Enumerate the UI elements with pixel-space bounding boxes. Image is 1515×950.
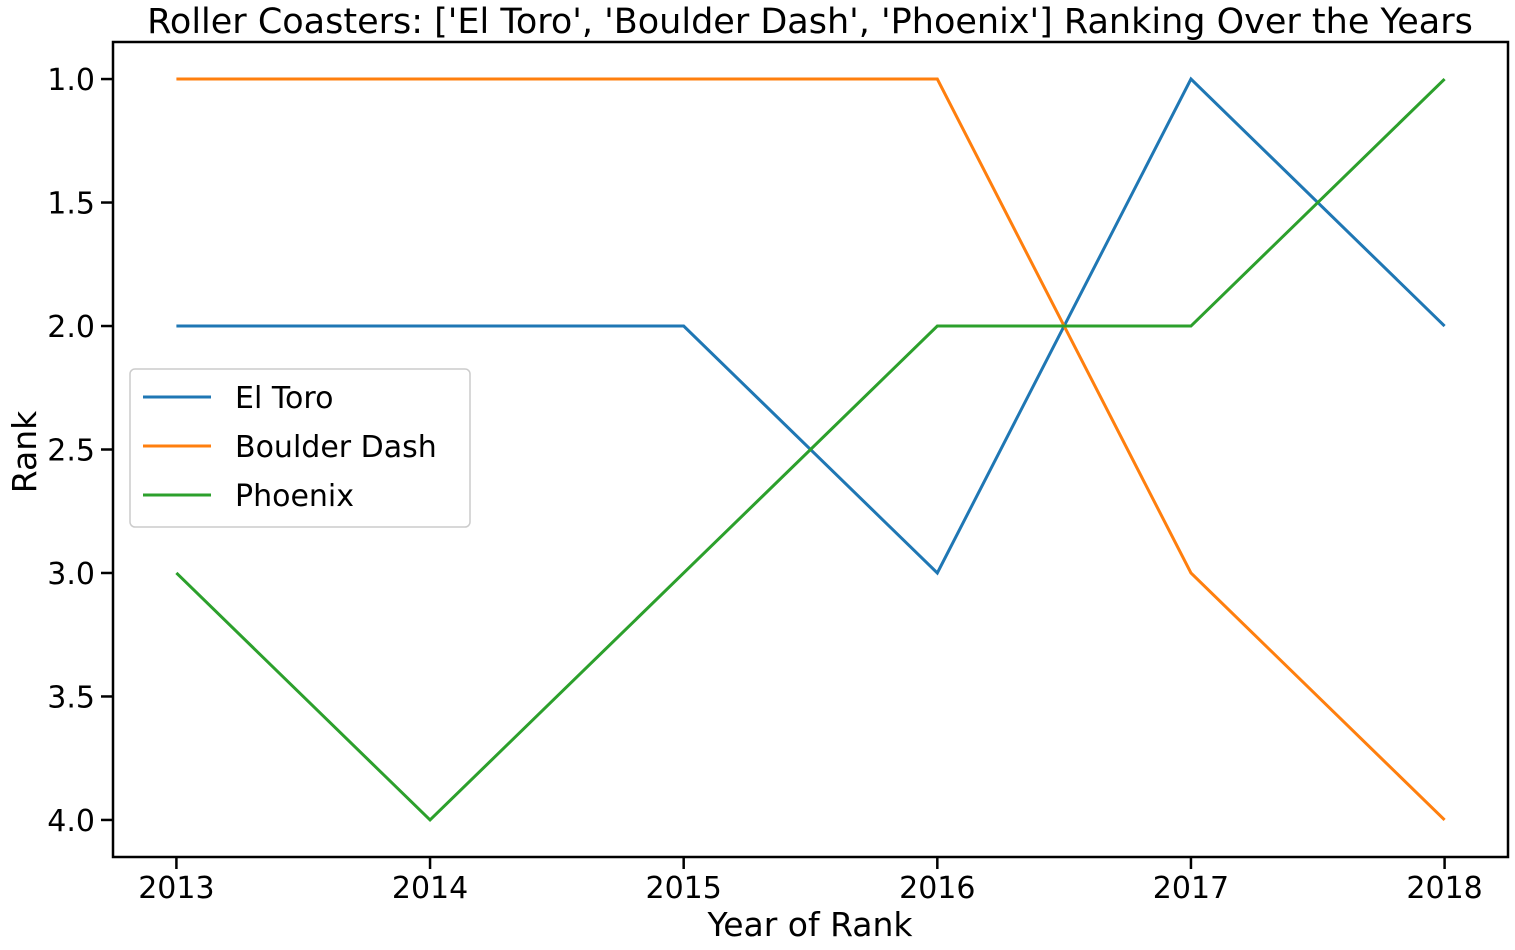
y-tick-label: 4.0 — [47, 804, 95, 839]
series-layer — [175, 76, 1446, 823]
x-axis-label: Year of Rank — [706, 905, 913, 944]
y-tick-label: 3.5 — [47, 680, 95, 715]
legend: El Toro Boulder Dash Phoenix — [129, 368, 471, 528]
y-tick-label: 1.5 — [47, 187, 95, 222]
x-tick-label: 2015 — [646, 871, 722, 906]
x-tick-label: 2018 — [1406, 871, 1482, 906]
series-line-boulder-dash — [176, 77, 1446, 822]
y-axis-label: Rank — [5, 410, 44, 493]
y-tick-label: 3.0 — [47, 557, 95, 592]
x-tick-label: 2014 — [392, 871, 468, 906]
legend-box — [129, 368, 471, 528]
legend-label: El Toro — [235, 381, 333, 416]
series-line-phoenix — [175, 77, 1446, 823]
y-tick-label: 2.5 — [47, 434, 95, 469]
y-tick-label: 2.0 — [47, 310, 95, 345]
x-tick-label: 2017 — [1153, 871, 1229, 906]
y-axis: 1.0 1.5 2.0 2.5 3.0 3.5 4.0 — [47, 63, 113, 839]
y-tick-label: 1.0 — [47, 63, 95, 98]
x-tick-label: 2013 — [138, 871, 214, 906]
legend-label: Boulder Dash — [235, 430, 437, 465]
legend-label: Phoenix — [235, 479, 354, 514]
x-axis: 2013 2014 2015 2016 2017 2018 — [138, 857, 1483, 906]
x-tick-label: 2016 — [899, 871, 975, 906]
chart-title: Roller Coasters: ['El Toro', 'Boulder Da… — [147, 2, 1473, 42]
